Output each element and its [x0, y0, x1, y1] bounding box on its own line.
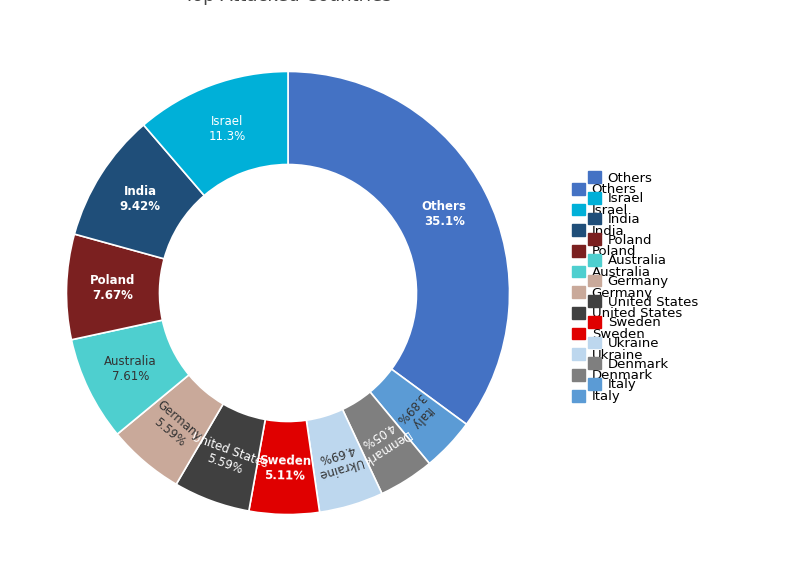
Text: Israel
11.3%: Israel 11.3% — [209, 115, 246, 143]
Text: Germany
5.59%: Germany 5.59% — [145, 398, 205, 455]
Text: Ukraine
4.69%: Ukraine 4.69% — [312, 441, 364, 481]
Wedge shape — [370, 369, 466, 464]
Text: India
9.42%: India 9.42% — [120, 185, 161, 213]
Text: Australia
7.61%: Australia 7.61% — [104, 355, 157, 383]
Wedge shape — [66, 234, 164, 340]
Text: Others
35.1%: Others 35.1% — [422, 200, 466, 228]
Legend: Others, Israel, India, Poland, Australia, Germany, United States, Sweden, Ukrain: Others, Israel, India, Poland, Australia… — [566, 178, 687, 408]
Wedge shape — [288, 71, 510, 424]
Wedge shape — [71, 320, 189, 434]
Text: Sweden
5.11%: Sweden 5.11% — [258, 454, 311, 482]
Text: United States
5.59%: United States 5.59% — [185, 430, 270, 484]
Text: Poland
7.67%: Poland 7.67% — [90, 274, 136, 302]
Wedge shape — [306, 410, 382, 512]
Wedge shape — [144, 71, 288, 196]
Wedge shape — [74, 125, 204, 259]
Title: Top Attacked Countries: Top Attacked Countries — [184, 0, 392, 5]
Wedge shape — [249, 420, 320, 515]
Wedge shape — [176, 404, 266, 511]
Text: Denmark
4.05%: Denmark 4.05% — [351, 414, 412, 467]
Legend: Others, Israel, India, Poland, Australia, Germany, United States, Sweden, Ukrain: Others, Israel, India, Poland, Australia… — [582, 166, 703, 397]
Wedge shape — [118, 375, 223, 484]
Wedge shape — [342, 392, 430, 493]
Text: Italy
3.89%: Italy 3.89% — [392, 390, 438, 436]
